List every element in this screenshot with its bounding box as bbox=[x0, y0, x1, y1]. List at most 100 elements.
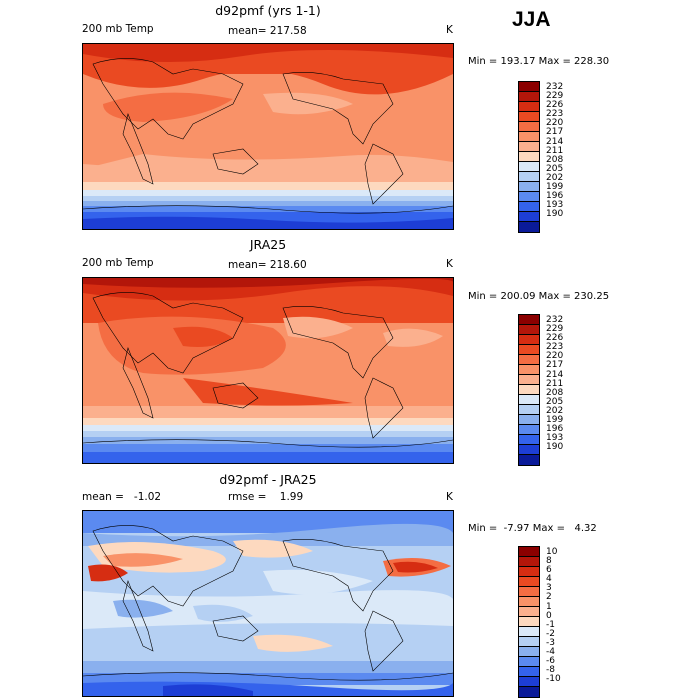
panel2-units: K bbox=[446, 258, 453, 270]
colorbar-tick-label: 8 bbox=[546, 556, 552, 567]
panel2-title: JRA25 bbox=[249, 237, 287, 252]
colorbar-tick-label: 208 bbox=[546, 154, 564, 165]
panel2-map bbox=[82, 277, 454, 464]
colorbar-tick-label: 196 bbox=[546, 191, 564, 202]
colorbar-tick-label: 226 bbox=[546, 100, 564, 111]
colorbar-swatch bbox=[519, 657, 539, 667]
panel3-rmse-label: rmse = 1.99 bbox=[228, 491, 304, 503]
colorbar-tick-label: 193 bbox=[546, 433, 564, 444]
colorbar-swatch bbox=[519, 567, 539, 577]
panel3-title: d92pmf - JRA25 bbox=[219, 472, 317, 487]
panel1-units: K bbox=[446, 24, 453, 36]
colorbar-swatch bbox=[519, 82, 539, 92]
colorbar-swatch bbox=[519, 355, 539, 365]
colorbar-swatch bbox=[519, 385, 539, 395]
colorbar-swatch bbox=[519, 152, 539, 162]
colorbar-swatch bbox=[519, 212, 539, 222]
colorbar-tick-label: 0 bbox=[546, 610, 552, 621]
colorbar-swatch bbox=[519, 222, 539, 232]
colorbar-swatch bbox=[519, 435, 539, 445]
colorbar-tick-label: 199 bbox=[546, 415, 564, 426]
colorbar-tick-label: 2 bbox=[546, 592, 552, 603]
colorbar-tick-label: 211 bbox=[546, 145, 564, 156]
colorbar-tick-label: 199 bbox=[546, 182, 564, 193]
colorbar-tick-label: -2 bbox=[546, 628, 555, 639]
colorbar-tick-label: -10 bbox=[546, 674, 561, 685]
colorbar-tick-label: -8 bbox=[546, 665, 555, 676]
colorbar-swatch bbox=[519, 192, 539, 202]
panel1-colorbar-labels: 232 229 226 223 220 217 214 211 208 205 202 199 196 1… bbox=[546, 82, 564, 219]
colorbar-tick-label: 217 bbox=[546, 127, 564, 138]
colorbar-tick-label: 4 bbox=[546, 574, 552, 585]
colorbar-swatch bbox=[519, 547, 539, 557]
colorbar-swatch bbox=[519, 607, 539, 617]
panel1-title: d92pmf (yrs 1-1) bbox=[215, 3, 321, 18]
colorbar-tick-label: 193 bbox=[546, 200, 564, 211]
panel3-colorbar bbox=[518, 546, 540, 698]
colorbar-tick-label: -4 bbox=[546, 647, 555, 658]
colorbar-tick-label: 220 bbox=[546, 351, 564, 362]
colorbar-tick-label: 223 bbox=[546, 109, 564, 120]
panel1-colorbar bbox=[518, 81, 540, 233]
colorbar-tick-label: 196 bbox=[546, 424, 564, 435]
colorbar-swatch bbox=[519, 557, 539, 567]
colorbar-tick-label: 229 bbox=[546, 324, 564, 335]
colorbar-swatch bbox=[519, 92, 539, 102]
colorbar-swatch bbox=[519, 637, 539, 647]
colorbar-swatch bbox=[519, 325, 539, 335]
colorbar-tick-label: 220 bbox=[546, 118, 564, 129]
colorbar-swatch bbox=[519, 455, 539, 465]
colorbar-tick-label: 202 bbox=[546, 405, 564, 416]
colorbar-tick-label: 190 bbox=[546, 442, 564, 453]
colorbar-tick-label: 214 bbox=[546, 369, 564, 380]
colorbar-swatch bbox=[519, 142, 539, 152]
colorbar-swatch bbox=[519, 365, 539, 375]
colorbar-tick-label: -6 bbox=[546, 656, 555, 667]
panel2-minmax: Min = 200.09 Max = 230.25 bbox=[468, 291, 610, 302]
colorbar-tick-label: 214 bbox=[546, 136, 564, 147]
panel1-minmax: Min = 193.17 Max = 228.30 bbox=[468, 56, 610, 67]
panel1-map bbox=[82, 43, 454, 230]
colorbar-tick-label: 232 bbox=[546, 315, 564, 325]
colorbar-swatch bbox=[519, 345, 539, 355]
colorbar-swatch bbox=[519, 627, 539, 637]
colorbar-tick-label: 208 bbox=[546, 387, 564, 398]
colorbar-swatch bbox=[519, 395, 539, 405]
colorbar-tick-label: 211 bbox=[546, 378, 564, 389]
colorbar-swatch bbox=[519, 172, 539, 182]
colorbar-tick-label: 10 bbox=[546, 547, 558, 557]
colorbar-swatch bbox=[519, 597, 539, 607]
colorbar-tick-label: 226 bbox=[546, 333, 564, 344]
colorbar-swatch bbox=[519, 112, 539, 122]
panel1-variable-label: 200 mb Temp bbox=[82, 23, 154, 35]
colorbar-tick-label: 205 bbox=[546, 163, 564, 174]
panel3-map bbox=[82, 510, 454, 697]
colorbar-swatch bbox=[519, 587, 539, 597]
colorbar-swatch bbox=[519, 102, 539, 112]
colorbar-tick-label: 229 bbox=[546, 91, 564, 102]
colorbar-swatch bbox=[519, 677, 539, 687]
colorbar-swatch bbox=[519, 132, 539, 142]
colorbar-swatch bbox=[519, 315, 539, 325]
panel2-variable-label: 200 mb Temp bbox=[82, 257, 154, 269]
colorbar-swatch bbox=[519, 425, 539, 435]
panel2-colorbar-labels: 232 229 226 223 220 217 214 211 208 205 202 199 196 1… bbox=[546, 315, 564, 453]
colorbar-tick-label: -1 bbox=[546, 619, 555, 630]
colorbar-tick-label: 205 bbox=[546, 396, 564, 407]
colorbar-tick-label: 232 bbox=[546, 82, 564, 92]
panel3-mean-label: mean = -1.02 bbox=[82, 491, 162, 503]
colorbar-tick-label: 217 bbox=[546, 360, 564, 371]
colorbar-swatch bbox=[519, 667, 539, 677]
colorbar-swatch bbox=[519, 647, 539, 657]
colorbar-swatch bbox=[519, 445, 539, 455]
colorbar-tick-label: -3 bbox=[546, 637, 555, 648]
panel2-colorbar bbox=[518, 314, 540, 466]
colorbar-swatch bbox=[519, 202, 539, 212]
colorbar-swatch bbox=[519, 687, 539, 697]
colorbar-swatch bbox=[519, 162, 539, 172]
colorbar-swatch bbox=[519, 335, 539, 345]
colorbar-swatch bbox=[519, 415, 539, 425]
panel3-colorbar-labels: 10 8 6 4 3 2 1 0 -1 -2 -3 -4 -6 -8 -10 bbox=[546, 547, 561, 685]
panel3-minmax: Min = -7.97 Max = 4.32 bbox=[468, 523, 597, 534]
season-label: JJA bbox=[512, 8, 551, 31]
